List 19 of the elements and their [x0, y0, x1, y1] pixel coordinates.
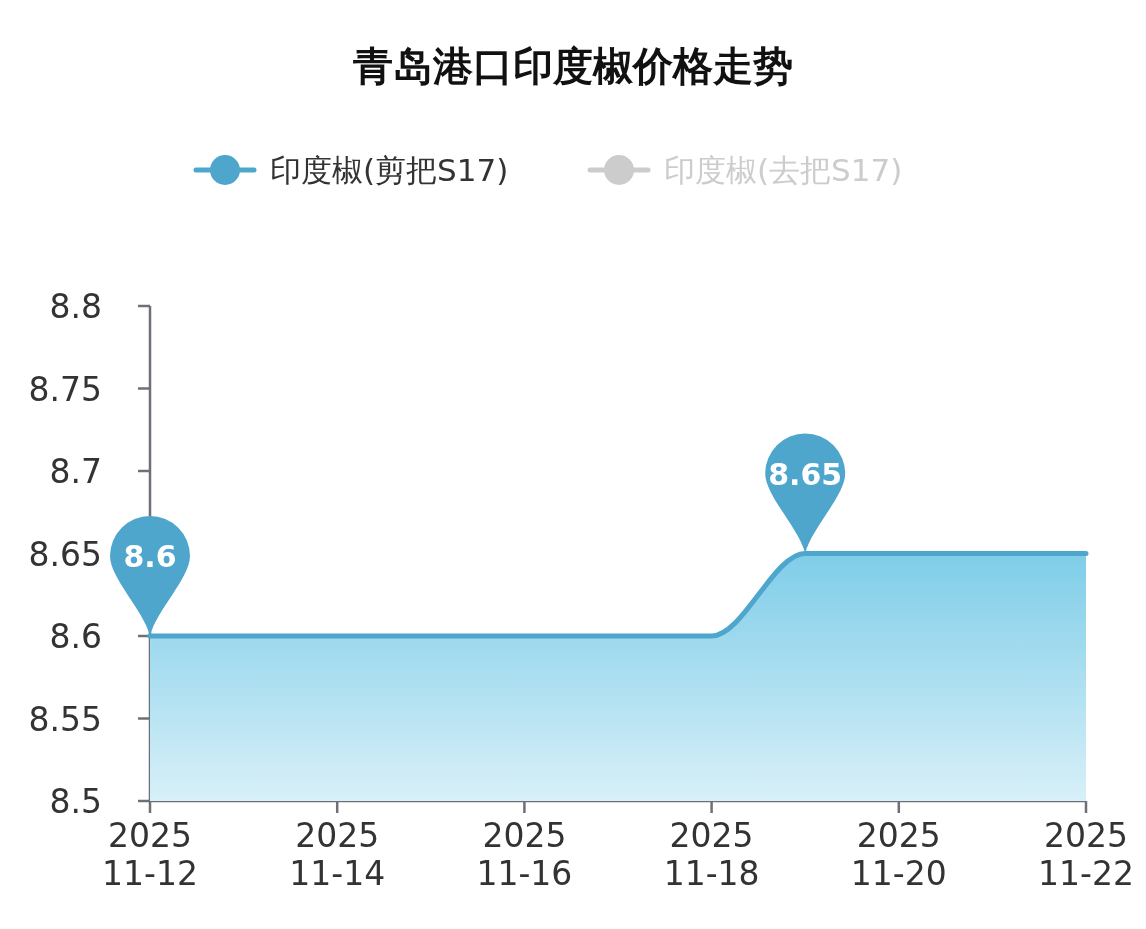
y-tick-label: 8.7 — [49, 452, 102, 491]
y-tick-label: 8.6 — [49, 617, 102, 656]
y-tick-label: 8.5 — [49, 782, 102, 821]
legend-label: 印度椒(剪把S17) — [270, 152, 509, 188]
y-tick-label: 8.55 — [28, 699, 102, 739]
value-label: 8.6 — [110, 516, 190, 636]
y-tick-label: 8.65 — [28, 534, 102, 574]
x-tick-label: 2025 11-18 — [663, 816, 760, 893]
x-tick-label: 2025 11-20 — [850, 816, 947, 893]
y-tick-label: 8.8 — [49, 287, 102, 326]
chart-title: 青岛港口印度椒价格走势 — [352, 43, 793, 89]
data-label: 8.6 — [123, 539, 177, 574]
value-label: 8.65 — [765, 433, 846, 554]
x-tick-label: 2025 11-14 — [289, 816, 386, 893]
x-tick-label: 2025 11-16 — [476, 816, 573, 893]
x-tick-label: 2025 11-12 — [102, 816, 198, 893]
x-tick-label: 2025 11-22 — [1038, 816, 1134, 893]
data-label: 8.65 — [768, 456, 843, 492]
y-tick-label: 8.75 — [28, 369, 102, 409]
